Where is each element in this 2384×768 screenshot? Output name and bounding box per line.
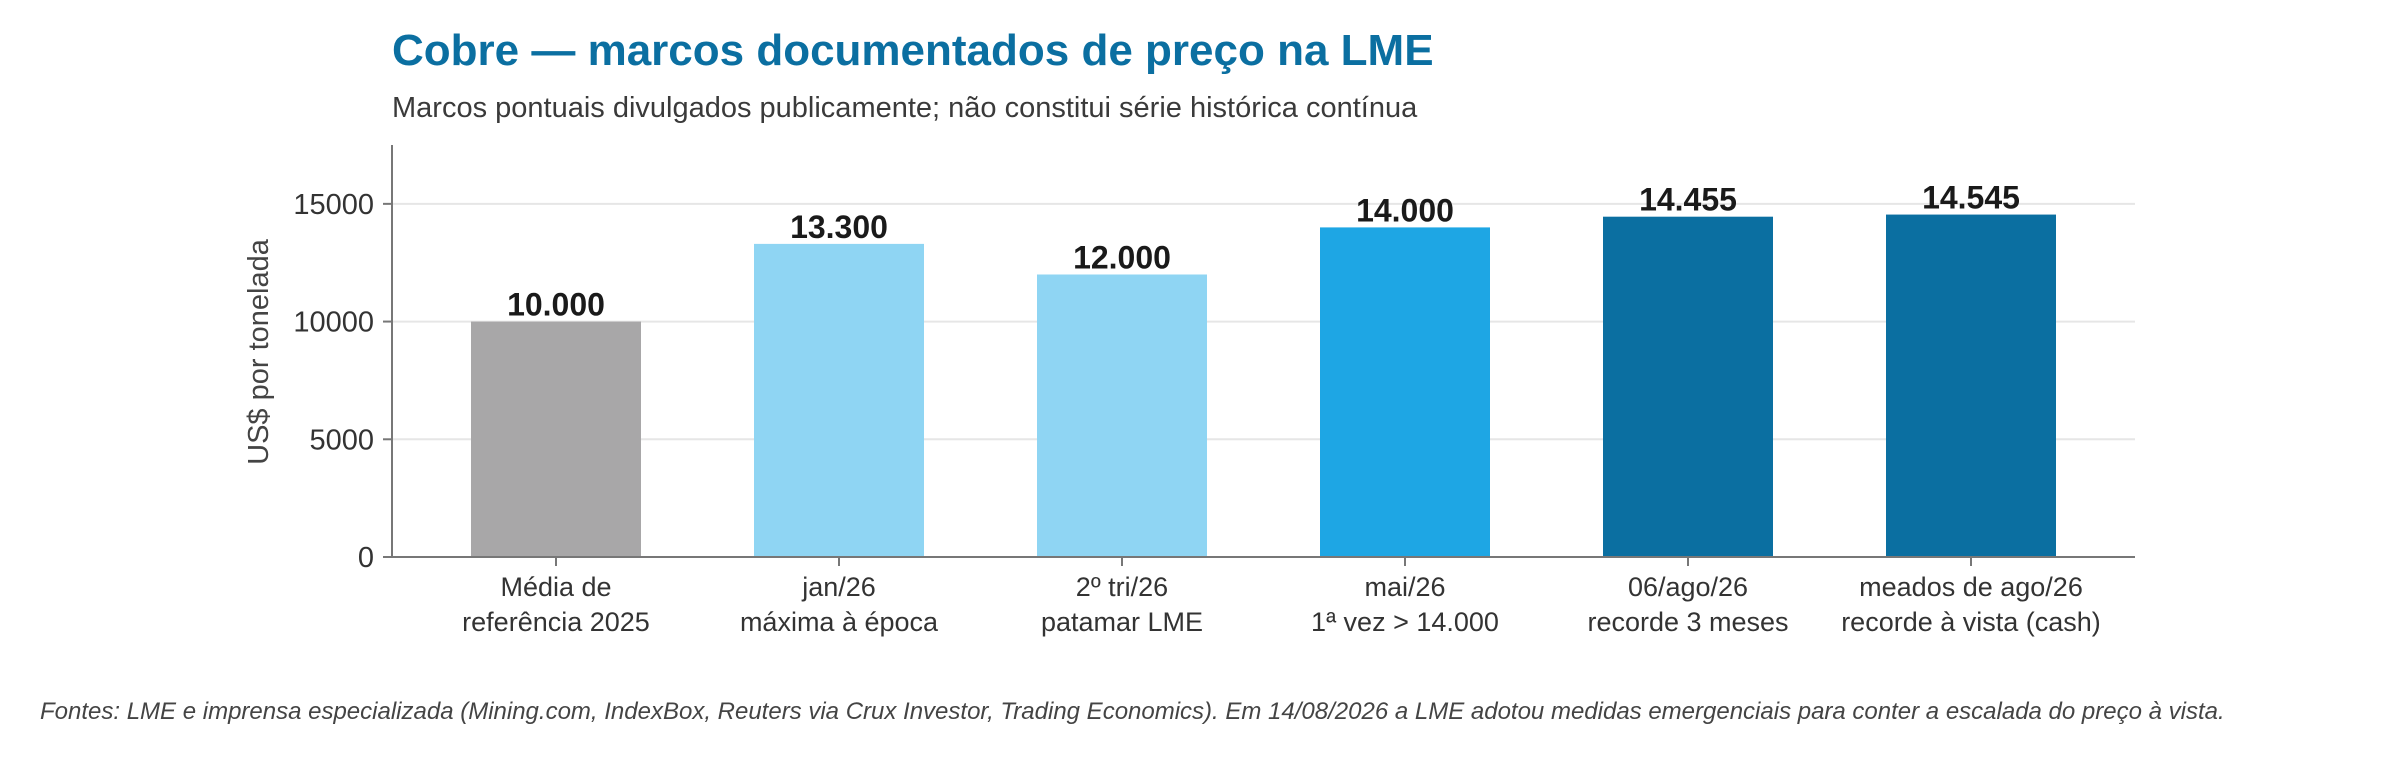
y-tick-label: 10000 [293,307,374,339]
gridlines [392,202,2135,441]
data-label: 13.300 [790,209,888,245]
bar [754,243,924,557]
bar [471,321,641,557]
bar [1886,214,2056,557]
y-tick-label: 0 [358,542,374,574]
data-label: 14.545 [1922,180,2020,216]
chart-footnote: Fontes: LME e imprensa especializada (Mi… [40,698,2225,725]
bar [1603,216,1773,558]
x-tick-label: mai/26 1ª vez > 14.000 [1311,572,1499,637]
data-label: 14.455 [1639,182,1737,218]
data-label: 12.000 [1073,239,1171,275]
bar [1037,274,1207,557]
y-axis-title: US$ por tonelada [243,238,275,465]
x-tick-label: 06/ago/26 recorde 3 meses [1587,572,1788,637]
bar [1320,227,1490,557]
x-tick-label: meados de ago/26 recorde à vista (cash) [1841,572,2101,637]
data-label: 10.000 [507,287,605,323]
x-tick-label: 2º tri/26 patamar LME [1041,572,1203,637]
labels: 0 5000 10000 15000 10.000 Média de referência … [293,180,2100,637]
x-tick-label: jan/26 máxima à época [740,572,939,637]
chart-subtitle: Marcos pontuais divulgados publicamente;… [392,92,1418,124]
y-tick-label: 5000 [309,424,374,456]
chart-title: Cobre — marcos documentados de preço na … [392,26,1434,75]
bars [471,214,2056,558]
x-tick-label: Média de referência 2025 [462,572,650,637]
axes [383,145,2135,566]
data-label: 14.000 [1356,192,1454,228]
y-tick-label: 15000 [293,189,374,221]
